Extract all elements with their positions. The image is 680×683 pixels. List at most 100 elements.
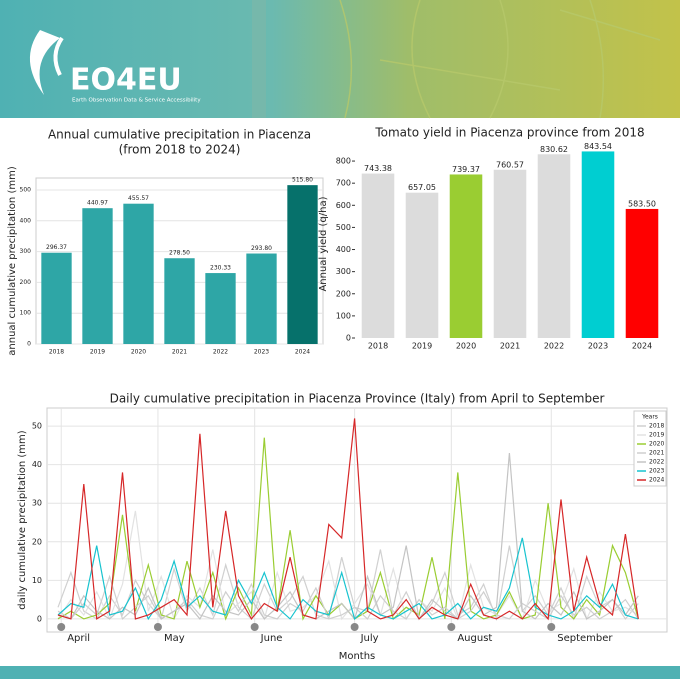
x-tick-label: 2023 (254, 349, 269, 356)
y-tick-label: 200 (20, 279, 32, 286)
header-banner (0, 0, 680, 118)
bar (405, 192, 439, 338)
x-tick-label: 2020 (456, 342, 476, 351)
value-label: 230.33 (210, 265, 231, 272)
chart-title: Annual cumulative precipitation in Piace… (48, 128, 311, 142)
y-tick-label: 30 (32, 499, 42, 508)
x-tick-label: 2021 (172, 349, 187, 356)
bar (164, 258, 195, 344)
value-label: 440.97 (87, 200, 108, 207)
bar (449, 174, 483, 338)
value-label: 743.38 (364, 164, 392, 173)
legend-label: 2021 (649, 450, 664, 457)
y-tick-label: 600 (336, 201, 351, 210)
x-tick-label: September (557, 633, 613, 644)
x-tick-label: May (164, 633, 185, 644)
y-tick-label: 200 (336, 289, 351, 298)
x-tick-label: 2019 (412, 342, 432, 351)
bar (581, 151, 615, 338)
y-tick-label: 500 (20, 187, 32, 194)
tagline: Earth Observation Data & Service Accessi… (72, 98, 201, 104)
bar (493, 169, 527, 338)
x-tick-dot (350, 623, 359, 631)
y-tick-label: 20 (32, 537, 42, 546)
legend-label: 2020 (649, 441, 664, 448)
legend-label: 2018 (649, 423, 664, 430)
y-axis-label: annual cumulative precipitation (mm) (7, 166, 18, 356)
bar (287, 185, 318, 344)
x-tick-label: 2023 (588, 342, 608, 351)
road (252, 0, 266, 118)
x-tick-label: June (260, 633, 283, 644)
x-axis-label: Months (339, 651, 376, 662)
x-tick-label: 2018 (49, 349, 64, 356)
value-label: 739.37 (452, 165, 480, 174)
logo-arc (53, 36, 64, 76)
value-label: 455.57 (128, 195, 149, 202)
y-tick-label: 100 (336, 311, 351, 320)
x-tick-label: 2018 (368, 342, 388, 351)
y-tick-label: 300 (20, 248, 32, 255)
logo-mark (29, 30, 60, 95)
x-tick-label: 2024 (632, 342, 652, 351)
x-tick-dot (153, 623, 162, 631)
legend-label: 2019 (649, 432, 664, 439)
value-label: 296.37 (46, 244, 67, 251)
y-tick-label: 50 (32, 422, 42, 431)
y-tick-label: 400 (20, 217, 32, 224)
y-tick-label: 800 (336, 157, 351, 166)
bar (625, 208, 659, 338)
bar (82, 208, 113, 344)
legend-label: 2024 (649, 477, 664, 484)
legend-label: 2022 (649, 459, 664, 466)
bar (246, 253, 277, 344)
y-tick-label: 0 (37, 614, 42, 623)
x-tick-dot (547, 623, 556, 631)
x-tick-label: 2022 (544, 342, 564, 351)
x-tick-label: 2022 (213, 349, 228, 356)
chart-title: Daily cumulative precipitation in Piacen… (110, 392, 605, 406)
legend-box (633, 410, 667, 487)
x-tick-label: 2024 (295, 349, 310, 356)
value-label: 830.62 (540, 145, 568, 154)
x-tick-label: April (67, 633, 90, 644)
chart-title: Tomato yield in Piacenza province from 2… (374, 126, 644, 140)
bar (537, 154, 571, 338)
bar (361, 173, 395, 338)
legend-label: 2023 (649, 468, 664, 475)
value-label: 278.50 (169, 250, 190, 257)
y-tick-label: 100 (20, 310, 32, 317)
x-tick-label: 2019 (90, 349, 105, 356)
x-tick-label: August (457, 633, 492, 644)
x-tick-label: July (360, 633, 379, 644)
series-line (57, 418, 639, 621)
y-tick-label: 0 (27, 341, 31, 348)
value-label: 293.80 (251, 245, 272, 252)
y-tick-label: 500 (336, 223, 351, 232)
legend-title: Years (641, 414, 658, 421)
value-label: 657.05 (408, 183, 436, 192)
bar (123, 203, 154, 344)
y-axis-label: Annual yield (q/ha) (318, 196, 329, 291)
fields-pattern (339, 0, 661, 119)
x-tick-dot (250, 623, 259, 631)
value-label: 515.80 (292, 177, 313, 184)
y-tick-label: 300 (336, 267, 351, 276)
value-label: 843.54 (584, 142, 612, 151)
chart-subtitle: (from 2018 to 2024) (119, 143, 241, 157)
y-axis-label: daily cumulative precipitation (mm) (17, 430, 28, 609)
logo: EO4EU (70, 63, 182, 98)
footer-bar (0, 666, 680, 679)
plots: Annual cumulative precipitation in Piace… (7, 126, 668, 662)
x-tick-dot (57, 623, 66, 631)
y-tick-label: 700 (336, 179, 351, 188)
bar (205, 273, 236, 344)
x-tick-label: 2021 (500, 342, 520, 351)
y-tick-label: 0 (346, 334, 351, 343)
value-label: 760.57 (496, 160, 524, 169)
y-tick-label: 10 (32, 576, 42, 585)
y-tick-label: 40 (32, 460, 42, 469)
bar (41, 252, 72, 344)
